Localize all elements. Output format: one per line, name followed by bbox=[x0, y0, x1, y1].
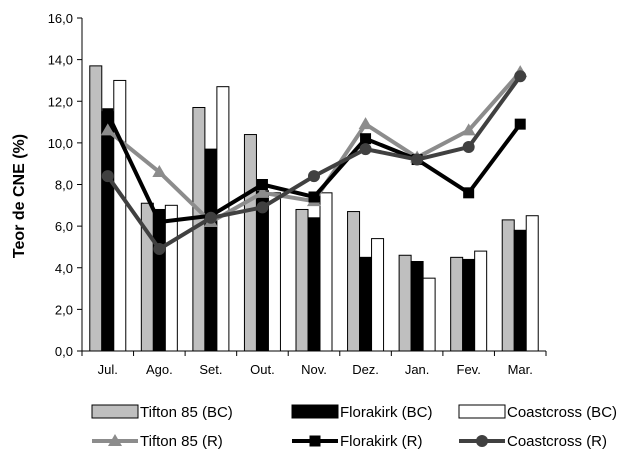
bar-coastcross-bc--0 bbox=[113, 79, 127, 352]
bar-tifton-85-bc--6 bbox=[398, 254, 412, 352]
point-tifton-85-r-5 bbox=[358, 117, 373, 130]
bar-coastcross-bc--4 bbox=[319, 192, 333, 352]
point-coastcross-r-5 bbox=[359, 143, 372, 156]
point-coastcross-r-7 bbox=[462, 141, 475, 154]
x-tick-label: Out. bbox=[250, 362, 275, 377]
point-tifton-85-r-3 bbox=[255, 185, 270, 198]
bar-tifton-85-bc--3 bbox=[243, 134, 257, 352]
x-tick-label: Jan. bbox=[405, 362, 430, 377]
bar-tifton-85-bc--4 bbox=[295, 208, 309, 352]
bar-coastcross-bc--7 bbox=[474, 250, 488, 352]
bar-florakirk-bc--8 bbox=[513, 229, 527, 352]
point-coastcross-r-3 bbox=[256, 201, 269, 214]
legend-label-florakirk-r: Florakirk (R) bbox=[340, 433, 423, 450]
point-tifton-85-r-0 bbox=[100, 123, 115, 136]
legend-label-florakirk-bc: Florakirk (BC) bbox=[340, 404, 433, 421]
y-tick-label: 2,0 bbox=[55, 302, 73, 317]
x-tick-label: Nov. bbox=[301, 362, 327, 377]
bar-florakirk-bc--6 bbox=[410, 261, 424, 352]
legend-label-coastcross-bc: Coastcross (BC) bbox=[507, 404, 617, 421]
bar-tifton-85-bc--0 bbox=[89, 65, 103, 352]
y-axis-label: Teor de CNE (%) bbox=[11, 134, 28, 258]
bar-florakirk-bc--7 bbox=[462, 258, 476, 352]
point-coastcross-r-0 bbox=[101, 170, 114, 183]
bar-coastcross-bc--1 bbox=[164, 204, 178, 352]
point-coastcross-r-4 bbox=[308, 170, 320, 183]
y-tick-label: 16,0 bbox=[48, 11, 73, 26]
bar-coastcross-bc--6 bbox=[422, 277, 436, 352]
point-florakirk-r-8 bbox=[514, 118, 526, 130]
x-tick-label: Fev. bbox=[457, 362, 481, 377]
legend-label-tifton-85-r: Tifton 85 (R) bbox=[140, 433, 223, 450]
legend-swatch-coastcross-bc bbox=[458, 404, 506, 419]
point-coastcross-r-2 bbox=[204, 211, 217, 224]
y-tick-label: 8,0 bbox=[55, 178, 73, 193]
legend-marker-coastcross-r bbox=[476, 435, 488, 447]
x-tick-label: Dez. bbox=[352, 362, 379, 377]
legend-label-coastcross-r: Coastcross (R) bbox=[507, 433, 607, 450]
bar-florakirk-bc--1 bbox=[152, 208, 166, 352]
bar-florakirk-bc--4 bbox=[307, 217, 321, 352]
legend-marker-tifton-85-r bbox=[108, 434, 122, 446]
bar-florakirk-bc--0 bbox=[101, 111, 115, 352]
legend-marker-florakirk-r bbox=[309, 435, 321, 447]
point-florakirk-r-5 bbox=[360, 133, 372, 145]
x-tick-label: Set. bbox=[199, 362, 222, 377]
bar-coastcross-bc--8 bbox=[525, 215, 539, 352]
y-tick-label: 4,0 bbox=[55, 261, 73, 276]
point-florakirk-r-3 bbox=[256, 179, 268, 190]
legend-label-tifton-85-bc: Tifton 85 (BC) bbox=[140, 404, 233, 421]
bar-tifton-85-bc--7 bbox=[450, 256, 464, 352]
point-florakirk-r-4 bbox=[308, 191, 320, 203]
y-tick-label: 14,0 bbox=[48, 53, 73, 68]
bar-florakirk-bc--2 bbox=[204, 148, 218, 352]
x-tick-label: Jul. bbox=[98, 362, 118, 377]
y-tick-label: 0,0 bbox=[55, 344, 73, 359]
bar-coastcross-bc--5 bbox=[371, 238, 385, 352]
y-tick-label: 10,0 bbox=[48, 136, 73, 151]
point-tifton-85-r-1 bbox=[152, 165, 167, 178]
point-coastcross-r-6 bbox=[411, 153, 424, 166]
x-tick-label: Mar. bbox=[508, 362, 533, 377]
point-coastcross-r-8 bbox=[514, 70, 527, 83]
bar-coastcross-bc--3 bbox=[267, 192, 281, 352]
bar-florakirk-bc--5 bbox=[359, 256, 373, 352]
point-coastcross-r-1 bbox=[153, 243, 166, 256]
bar-florakirk-bc--3 bbox=[255, 190, 269, 352]
point-florakirk-r-0 bbox=[102, 108, 114, 120]
point-florakirk-r-7 bbox=[463, 187, 475, 199]
legend-swatch-florakirk-bc bbox=[291, 404, 339, 419]
point-tifton-85-r-7 bbox=[461, 123, 476, 136]
y-tick-label: 12,0 bbox=[48, 94, 73, 109]
bar-tifton-85-bc--5 bbox=[347, 211, 361, 352]
x-tick-label: Ago. bbox=[146, 362, 173, 377]
point-florakirk-r-1 bbox=[153, 216, 165, 228]
bar-tifton-85-bc--8 bbox=[501, 219, 515, 352]
y-tick-label: 6,0 bbox=[55, 219, 73, 234]
legend-swatch-tifton-85-bc bbox=[91, 404, 139, 419]
